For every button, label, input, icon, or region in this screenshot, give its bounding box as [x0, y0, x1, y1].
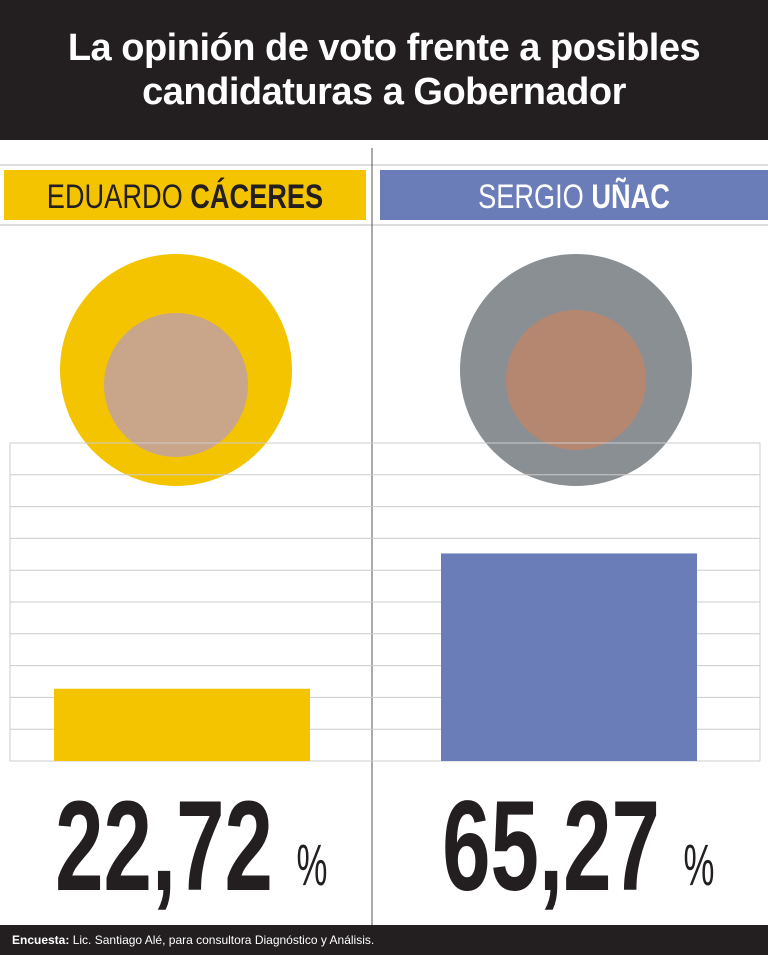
value-suffix: % — [684, 834, 715, 898]
bar — [54, 688, 310, 761]
first-name: EDUARDO — [47, 177, 183, 216]
value-label: 65,27 — [442, 775, 660, 918]
first-name: SERGIO — [478, 177, 584, 216]
candidate-name: SERGIO UÑAC — [478, 177, 670, 216]
source-label: Encuesta: — [12, 933, 70, 947]
chart-title: La opinión de voto frente a posibles can… — [67, 27, 701, 113]
photo-face — [104, 313, 248, 457]
name-band — [4, 170, 366, 220]
candidate-name: EDUARDO CÁCERES — [47, 177, 323, 216]
source: Lic. Santiago Alé, para consultora Diagn… — [72, 933, 375, 947]
value-suffix: % — [297, 834, 328, 898]
last-name: UÑAC — [591, 177, 670, 216]
photo-face — [506, 310, 646, 450]
bar — [441, 553, 697, 761]
last-name: CÁCERES — [190, 177, 323, 216]
footer: Encuesta: Lic. Santiago Alé, para consul… — [0, 925, 768, 955]
chart: EDUARDO CÁCERES 22,72 % SERGIO UÑAC 65,27% — [0, 148, 768, 925]
value-label: 22,72 — [55, 775, 273, 918]
name-band — [380, 170, 768, 220]
header: La opinión de voto frente a posibles can… — [0, 0, 768, 140]
